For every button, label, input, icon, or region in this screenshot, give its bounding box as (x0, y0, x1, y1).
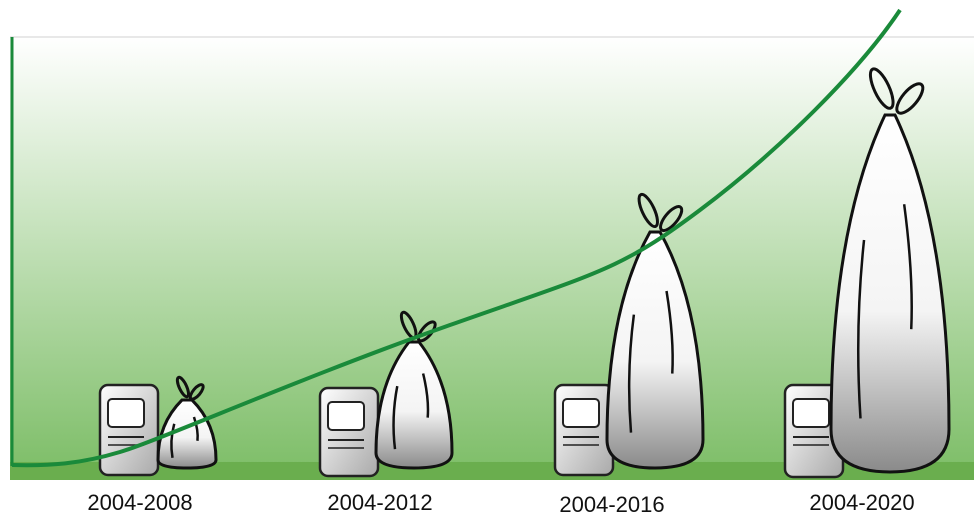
trash-bag (156, 375, 218, 470)
period-label: 2004-2016 (559, 492, 664, 517)
ground (10, 462, 974, 480)
printer-panel (562, 398, 600, 428)
printer (318, 386, 380, 478)
bag-crease (665, 290, 674, 374)
bag-crease (392, 385, 399, 450)
bag-knot (895, 82, 925, 115)
bag-knot (659, 205, 684, 233)
bag-knot (175, 375, 190, 399)
bag-crease (627, 314, 636, 433)
bag-body (829, 113, 951, 474)
bag-crease (421, 373, 430, 418)
trash-bag (829, 67, 951, 474)
printer (783, 383, 845, 479)
printer (553, 383, 615, 477)
bag-knot (637, 192, 659, 229)
bag-crease (902, 204, 913, 330)
bag-crease (192, 416, 199, 441)
trash-bag (605, 192, 705, 470)
period-label: 2004-2012 (327, 490, 432, 515)
bag-body (605, 230, 705, 470)
trash-bag (374, 310, 454, 470)
growth-curve (11, 8, 902, 468)
bag-knot (416, 320, 437, 343)
printer (98, 383, 160, 477)
period-label: 2004-2020 (809, 490, 914, 515)
printer-panel (792, 398, 830, 428)
bag-crease (170, 423, 176, 459)
printer-panel (107, 398, 145, 428)
objects (98, 67, 951, 479)
bag-crease (856, 239, 866, 419)
printer-panel (327, 401, 365, 431)
bag-knot (868, 67, 895, 110)
bag-knot (188, 383, 205, 401)
period-label: 2004-2008 (87, 490, 192, 515)
